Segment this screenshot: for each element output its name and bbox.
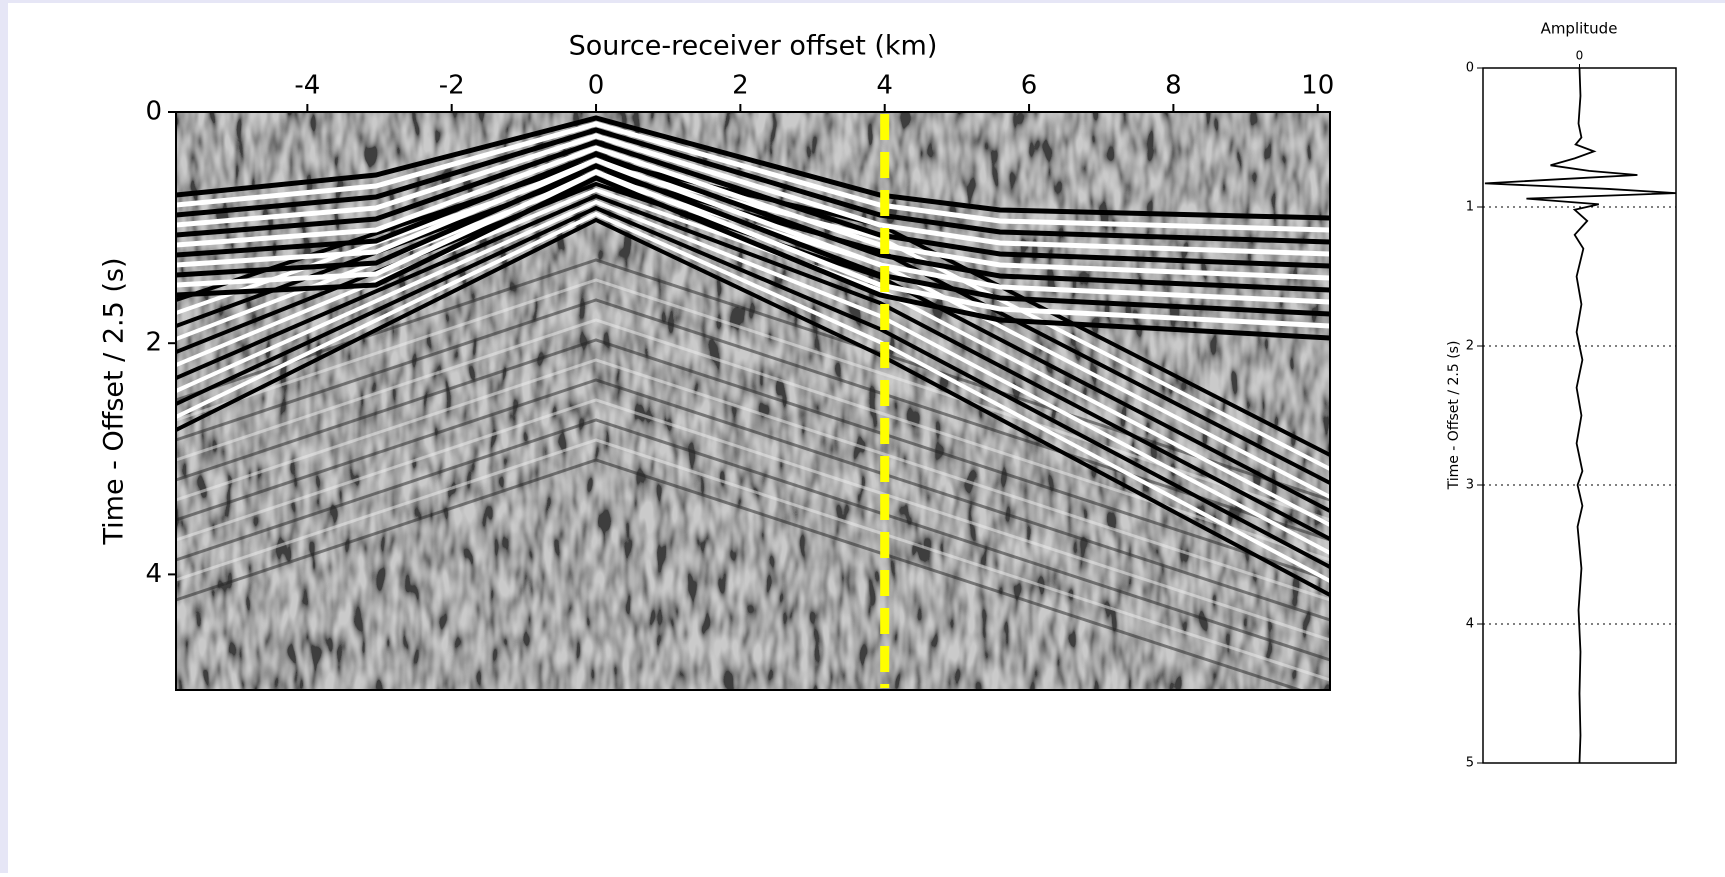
reflection <box>176 418 1330 662</box>
reflection <box>176 205 1330 569</box>
x-tick-label: 6 <box>1021 71 1038 101</box>
y-tick-label: 3 <box>1466 478 1474 493</box>
reflection <box>176 458 1305 690</box>
reflection <box>176 358 1330 602</box>
reflection <box>176 121 1330 233</box>
chart-title: Amplitude <box>1541 20 1618 38</box>
x-tick-label: -4 <box>294 71 320 101</box>
reflection <box>176 127 1330 245</box>
reflection <box>176 318 1330 562</box>
reflection <box>176 398 1330 642</box>
y-axis-label: Time - Offset / 2.5 (s) <box>99 257 130 545</box>
reflection <box>176 298 1330 542</box>
trace-chart: Amplitude Time - Offset / 2.5 (s) 0 1 2 3 4 5… <box>1446 20 1677 771</box>
reflection <box>176 133 1330 257</box>
reflection <box>176 145 1330 281</box>
x-tick-label: 0 <box>1576 49 1584 63</box>
x-tick-label: 10 <box>1301 71 1334 101</box>
y-tick-label: 4 <box>145 559 162 589</box>
left-strip <box>0 0 8 873</box>
y-tick-label: 5 <box>1466 756 1474 771</box>
y-tick-label: 0 <box>1466 61 1474 76</box>
reflection <box>176 193 1330 541</box>
trace-line <box>1484 67 1677 764</box>
reflection <box>176 211 1330 583</box>
seismic-chart: Source-receiver offset (km) Time - Offse… <box>99 31 1334 691</box>
y-tick-label: 1 <box>1466 200 1474 215</box>
y-tick-label: 2 <box>145 328 162 358</box>
reflection <box>176 157 1330 457</box>
reflection <box>176 175 1330 341</box>
reflection <box>176 438 1330 682</box>
reflection <box>176 115 1330 221</box>
image-reflections <box>176 115 1330 690</box>
reflection <box>176 157 1330 305</box>
reflection <box>176 217 1330 597</box>
y-tick-label: 4 <box>1466 617 1474 632</box>
reflection <box>176 278 1330 522</box>
reflection <box>176 139 1330 269</box>
y-tick-label: 2 <box>1466 339 1474 354</box>
plot-frame <box>175 111 1331 691</box>
x-tick-label: -2 <box>439 71 465 101</box>
reflection <box>176 378 1330 622</box>
y-axis-label: Time - Offset / 2.5 (s) <box>1446 341 1462 491</box>
top-strip <box>0 0 1725 3</box>
x-tick-label: 2 <box>732 71 749 101</box>
reflection <box>176 169 1330 329</box>
reflection <box>176 338 1330 582</box>
x-axis-label: Source-receiver offset (km) <box>569 31 938 62</box>
x-tick-label: 4 <box>876 71 893 101</box>
x-tick-label: 8 <box>1165 71 1182 101</box>
x-tick-label: 0 <box>588 71 605 101</box>
reflection <box>176 163 1330 317</box>
reflection <box>176 151 1330 293</box>
reflection <box>176 199 1330 555</box>
reflection <box>176 258 1330 502</box>
y-tick-label: 0 <box>145 97 162 127</box>
